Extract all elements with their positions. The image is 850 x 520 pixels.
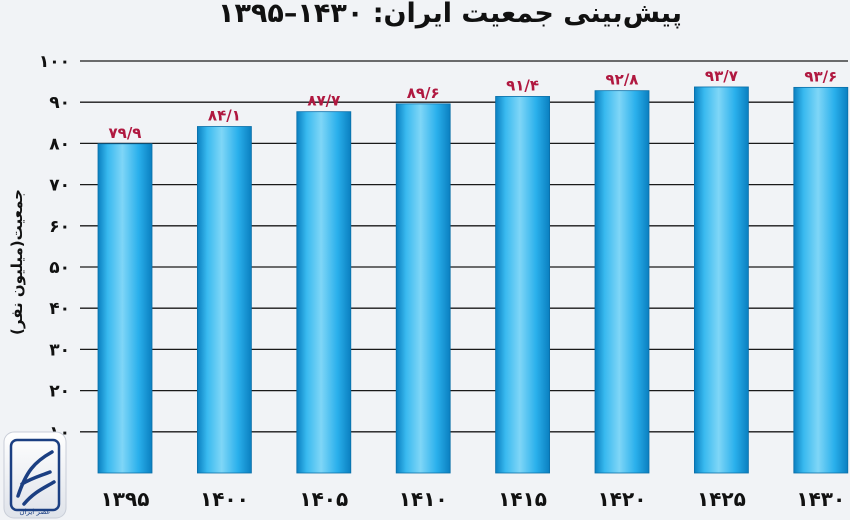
y-tick-label: ۵۰: [49, 258, 70, 278]
bar: [495, 96, 551, 474]
y-tick-label: ۶۰: [49, 217, 70, 237]
y-tick-label: ۸۰: [49, 134, 70, 154]
data-label: ۹۲/۸: [606, 71, 639, 89]
y-axis-label: جمعیت(میلیون نفر): [8, 189, 26, 335]
x-tick-label: ۱۴۱۰: [399, 487, 448, 511]
bar: [97, 143, 153, 474]
chart-title: پیش‌بینی جمعیت ایران: ۱۴۳۰–۱۳۹۵: [218, 0, 682, 29]
data-label: ۸۴/۱: [208, 107, 241, 125]
watermark-text: عصر ایران: [19, 508, 50, 516]
bars: [97, 86, 849, 474]
data-label: ۹۱/۴: [506, 76, 539, 94]
x-tick-label: ۱۴۳۰: [796, 487, 845, 511]
y-tick-label: ۱۰۰: [39, 52, 70, 72]
x-tick-label: ۱۴۱۵: [498, 487, 547, 511]
bar: [296, 111, 352, 474]
x-tick-label: ۱۳۹۵: [101, 487, 150, 511]
data-labels: ۷۹/۹ ۸۴/۱ ۸۷/۷ ۸۹/۶ ۹۱/۴ ۹۲/۸ ۹۳/۷ ۹۳/۶: [109, 67, 838, 142]
x-axis-ticks: ۱۳۹۵ ۱۴۰۰ ۱۴۰۵ ۱۴۱۰ ۱۴۱۵ ۱۴۲۰ ۱۴۲۵ ۱۴۳۰: [101, 487, 846, 511]
y-axis-ticks: ۱۰۲۰۳۰۴۰۵۰۶۰۷۰۸۰۹۰۱۰۰: [39, 52, 70, 443]
data-label: ۹۳/۷: [705, 67, 738, 85]
y-tick-label: ۴۰: [49, 299, 70, 319]
bar: [196, 126, 252, 474]
news-agency-logo-icon: [3, 431, 67, 519]
x-tick-label: ۱۴۲۵: [697, 487, 746, 511]
bar: [395, 103, 451, 474]
x-tick-label: ۱۴۰۵: [299, 487, 348, 511]
y-tick-label: ۳۰: [49, 340, 70, 360]
y-tick-label: ۷۰: [49, 176, 70, 196]
y-tick-label: ۹۰: [49, 93, 70, 113]
data-label: ۹۳/۶: [804, 67, 837, 85]
watermark-logo: عصر ایران: [3, 431, 67, 519]
y-tick-label: ۲۰: [49, 382, 70, 402]
bar: [594, 90, 650, 474]
data-label: ۸۷/۷: [307, 92, 340, 110]
bar: [793, 86, 849, 474]
x-tick-label: ۱۴۲۰: [598, 487, 647, 511]
x-tick-label: ۱۴۰۰: [200, 487, 249, 511]
bar: [694, 86, 749, 474]
data-label: ۷۹/۹: [109, 124, 142, 142]
data-label: ۸۹/۶: [407, 84, 440, 102]
